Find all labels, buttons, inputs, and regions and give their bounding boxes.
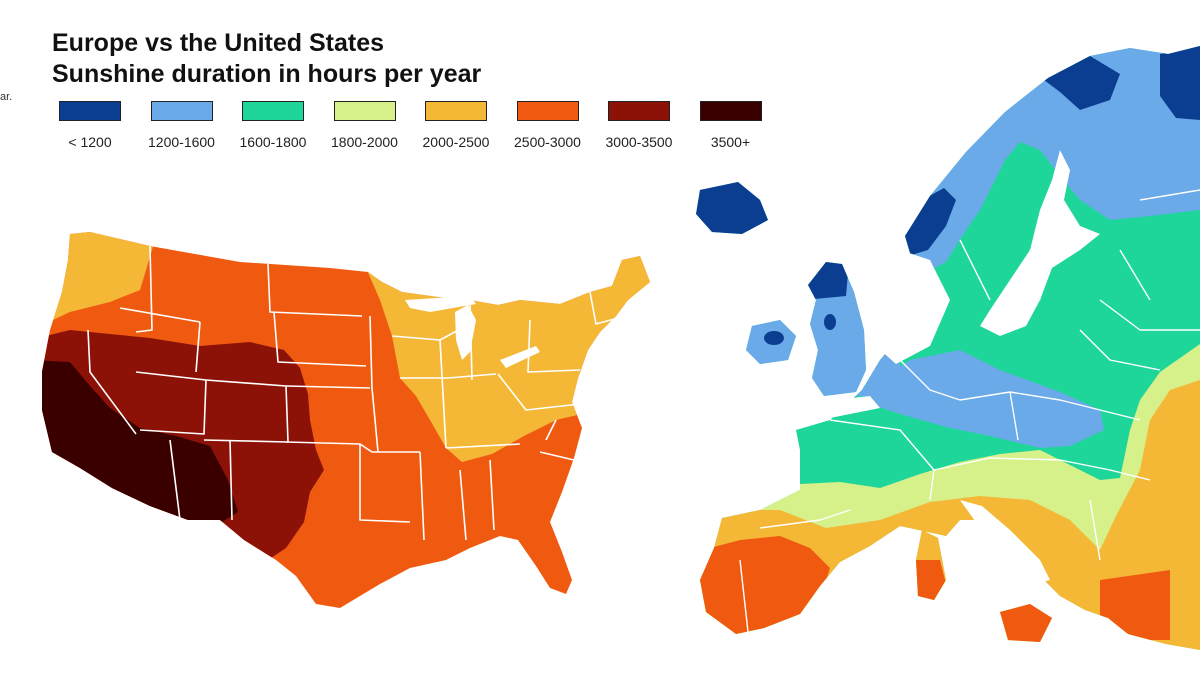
eu-zone-under-1200-iceland [696, 170, 780, 240]
legend-label: < 1200 [68, 134, 112, 150]
legend: < 1200 1200-1600 1600-1800 1800-2000 2000-25… [40, 100, 762, 160]
legend-item: 2500-3000 [498, 100, 598, 150]
europe-country-borders [739, 189, 1200, 633]
usa-lake-michigan [455, 305, 476, 360]
legend-item: 1800-2000 [315, 100, 415, 150]
eu-zone-2500-3000-sicily [990, 600, 1060, 650]
legend-swatch [150, 101, 213, 121]
usa-lake-erie [500, 346, 540, 368]
legend-swatch [608, 101, 670, 121]
legend-label: 2000-2500 [422, 134, 490, 150]
usa-map [42, 232, 650, 608]
eu-zone-1200-1600-central [870, 350, 1104, 448]
legend-swatch [59, 101, 121, 121]
eu-zone-under-1200-kola [1160, 46, 1200, 120]
eu-baltic-sea [980, 150, 1100, 336]
usa-zone-2000-2500-northwest [42, 232, 160, 326]
title-line-2: Sunshine duration in hours per year [52, 60, 482, 88]
eu-zone-under-1200-norway [900, 188, 956, 256]
usa-lake-superior [405, 296, 476, 312]
legend-swatch [333, 101, 396, 121]
legend-label: 3500+ [710, 134, 751, 150]
legend-swatch [699, 101, 762, 121]
eu-zone-under-1200-scotland [800, 250, 850, 300]
legend-label: 1600-1800 [239, 134, 307, 150]
legend-item: 1200-1600 [132, 100, 232, 150]
legend-item: 3500+ [681, 100, 781, 150]
legend-label: 1800-2000 [331, 134, 398, 150]
map-title: Europe vs the United States Sunshine dur… [52, 28, 481, 90]
eu-zone-2500-3000-iberia [696, 536, 830, 640]
europe-map [696, 46, 1200, 650]
eu-english-channel [800, 396, 880, 418]
legend-label: 1200-1600 [148, 134, 215, 150]
legend-item: 2000-2500 [406, 100, 506, 150]
legend-item: < 1200 [40, 100, 140, 150]
legend-label: 2500-3000 [514, 134, 581, 150]
legend-swatch [242, 101, 304, 121]
eu-zone-under-1200-highlands [824, 314, 836, 330]
eu-north-sea [866, 240, 950, 364]
legend-item: 1600-1800 [223, 100, 323, 150]
legend-label: 3000-3500 [605, 134, 673, 150]
title-line-1: Europe vs the United States [52, 29, 385, 57]
legend-swatch [425, 101, 487, 121]
eu-zone-2500-3000-greece [1100, 570, 1170, 640]
legend-swatch [516, 101, 579, 121]
legend-item: 3000-3500 [589, 100, 689, 150]
cropped-edge-text: ar. [0, 91, 13, 103]
usa-zone-3500-plus [42, 360, 238, 522]
eu-zone-under-1200-ireland [764, 331, 784, 345]
eu-adriatic-sea [960, 500, 1050, 584]
